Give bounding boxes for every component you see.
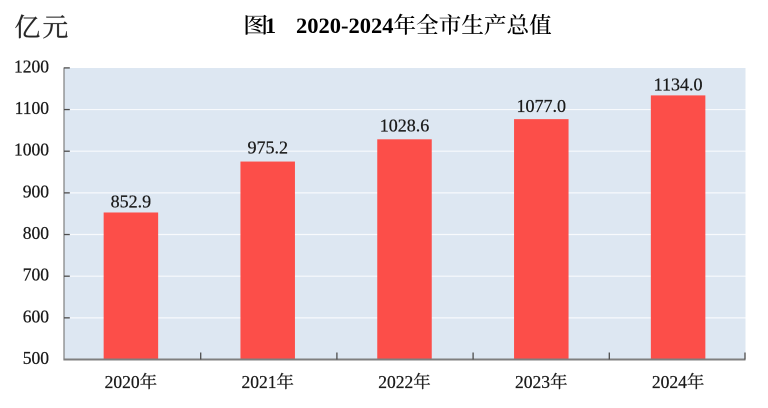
svg-text:800: 800 bbox=[23, 223, 50, 243]
svg-text:1028.6: 1028.6 bbox=[380, 115, 430, 135]
svg-text:2021: 2021 bbox=[241, 372, 276, 392]
svg-text:1100: 1100 bbox=[15, 98, 50, 118]
svg-text:2023: 2023 bbox=[515, 372, 550, 392]
svg-text:975.2: 975.2 bbox=[247, 137, 288, 157]
svg-text:500: 500 bbox=[23, 348, 50, 368]
svg-text:1: 1 bbox=[265, 13, 276, 38]
svg-text:1200: 1200 bbox=[14, 56, 49, 76]
svg-text:2022: 2022 bbox=[378, 372, 413, 392]
svg-text:2020: 2020 bbox=[105, 372, 140, 392]
svg-text:900: 900 bbox=[23, 181, 50, 201]
svg-text:700: 700 bbox=[23, 265, 50, 285]
svg-text:600: 600 bbox=[23, 306, 50, 326]
svg-text:1134.0: 1134.0 bbox=[654, 74, 703, 94]
svg-text:2020-2024: 2020-2024 bbox=[296, 13, 394, 38]
svg-text:852.9: 852.9 bbox=[111, 191, 152, 211]
svg-text:1000: 1000 bbox=[14, 140, 49, 160]
svg-text:2024: 2024 bbox=[652, 372, 687, 392]
svg-text:1077.0: 1077.0 bbox=[517, 96, 567, 116]
